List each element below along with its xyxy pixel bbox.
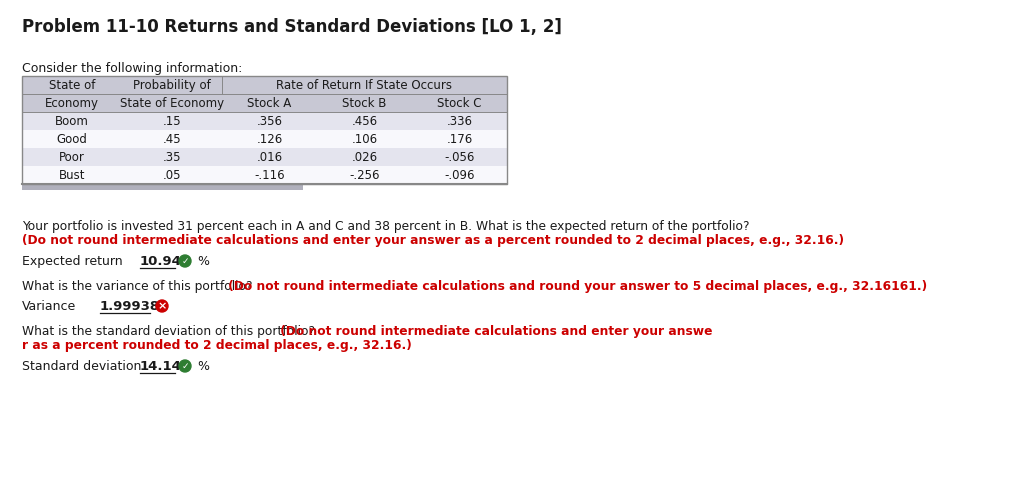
Text: Poor: Poor [59, 150, 85, 163]
Text: r as a percent rounded to 2 decimal places, e.g., 32.16.): r as a percent rounded to 2 decimal plac… [22, 339, 412, 352]
Text: .15: .15 [163, 114, 181, 127]
Text: Your portfolio is invested 31 percent each in A and C and 38 percent in B. What : Your portfolio is invested 31 percent ea… [22, 220, 750, 233]
Circle shape [179, 360, 191, 372]
Text: .176: .176 [446, 133, 473, 146]
Text: %: % [197, 255, 209, 268]
Text: .456: .456 [351, 114, 378, 127]
Text: .45: .45 [163, 133, 181, 146]
Text: State of Economy: State of Economy [120, 96, 224, 110]
Text: What is the variance of this portfolio?: What is the variance of this portfolio? [22, 280, 253, 293]
Text: Standard deviation: Standard deviation [22, 360, 141, 373]
Text: ✓: ✓ [181, 362, 188, 370]
Text: .05: .05 [163, 169, 181, 182]
Bar [22, 76, 507, 94]
Text: %: % [197, 360, 209, 373]
Text: (Do not round intermediate calculations and enter your answer as a percent round: (Do not round intermediate calculations … [22, 234, 844, 247]
Text: -.256: -.256 [349, 169, 380, 182]
Text: -.056: -.056 [444, 150, 475, 163]
Text: Rate of Return If State Occurs: Rate of Return If State Occurs [276, 79, 453, 91]
Text: Problem 11-10 Returns and Standard Deviations [LO 1, 2]: Problem 11-10 Returns and Standard Devia… [22, 18, 562, 36]
Text: Consider the following information:: Consider the following information: [22, 62, 243, 75]
Text: .106: .106 [351, 133, 378, 146]
Text: .126: .126 [256, 133, 283, 146]
Text: What is the standard deviation of this portfolio?: What is the standard deviation of this p… [22, 325, 315, 338]
Text: (Do not round intermediate calculations and enter your answe: (Do not round intermediate calculations … [275, 325, 713, 338]
Bar [22, 112, 507, 130]
Text: (Do not round intermediate calculations and round your answer to 5 decimal place: (Do not round intermediate calculations … [224, 280, 927, 293]
Bar [22, 166, 507, 184]
Text: -.096: -.096 [444, 169, 475, 182]
Circle shape [179, 255, 191, 267]
Text: Variance: Variance [22, 300, 76, 313]
Text: Good: Good [56, 133, 87, 146]
Text: .35: .35 [163, 150, 181, 163]
Text: ✓: ✓ [181, 256, 188, 265]
Text: Probability of: Probability of [133, 79, 211, 91]
Text: Expected return: Expected return [22, 255, 123, 268]
Text: .016: .016 [256, 150, 283, 163]
Text: State of: State of [49, 79, 95, 91]
Text: -.116: -.116 [254, 169, 285, 182]
Text: .336: .336 [446, 114, 472, 127]
Bar [22, 94, 507, 112]
Text: Stock A: Stock A [248, 96, 292, 110]
Text: 10.94: 10.94 [140, 255, 182, 268]
Bar [22, 130, 507, 148]
Text: .356: .356 [256, 114, 283, 127]
Text: Bust: Bust [58, 169, 85, 182]
Text: ×: × [158, 301, 167, 311]
Text: 14.14: 14.14 [140, 360, 182, 373]
Text: Stock B: Stock B [342, 96, 387, 110]
Text: Economy: Economy [45, 96, 99, 110]
Bar [22, 148, 507, 166]
Text: 1.99938: 1.99938 [100, 300, 160, 313]
Text: Stock C: Stock C [437, 96, 481, 110]
Bar [22, 184, 303, 190]
Bar [22, 76, 507, 184]
Text: Boom: Boom [55, 114, 89, 127]
Text: .026: .026 [351, 150, 378, 163]
Circle shape [156, 300, 168, 312]
